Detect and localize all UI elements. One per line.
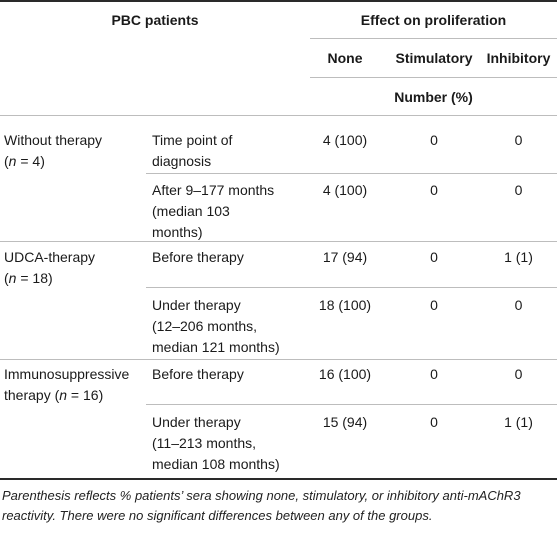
row-divider (0, 241, 557, 242)
cell-stimulatory: 0 (430, 132, 438, 148)
cell-inhibitory: 0 (514, 182, 523, 198)
header-bottom-rule (0, 115, 557, 116)
timepoint-label: Before therapy (152, 249, 244, 265)
cell-none: 18 (100) (318, 297, 372, 313)
header-pbc-patients: PBC patients (111, 12, 199, 28)
timepoint-label: Under therapy (12–206 months, median 121… (152, 297, 280, 355)
cell-none: 16 (100) (318, 366, 372, 382)
row-divider (146, 404, 557, 405)
cell-stimulatory: 0 (430, 249, 438, 265)
timepoint-label: Before therapy (152, 366, 244, 382)
cell-none: 15 (94) (322, 414, 368, 430)
cell-stimulatory: 0 (430, 414, 438, 430)
header-col-none: None (327, 50, 363, 66)
timepoint-label: Time point of diagnosis (152, 132, 233, 169)
header-effect-on-proliferation: Effect on proliferation (360, 12, 507, 28)
header-number-percent: Number (%) (394, 89, 473, 105)
cell-stimulatory: 0 (430, 182, 438, 198)
cell-inhibitory: 0 (514, 132, 523, 148)
cell-inhibitory: 1 (1) (504, 249, 533, 265)
cell-none: 4 (100) (322, 132, 368, 148)
group-label: UDCA-therapy (n = 18) (4, 249, 96, 286)
table-footnote: Parenthesis reflects % patients’ sera sh… (2, 488, 521, 523)
cell-stimulatory: 0 (430, 297, 438, 313)
row-divider (0, 359, 557, 360)
cell-inhibitory: 1 (1) (504, 414, 533, 430)
group-label: Immunosuppressive therapy (n = 16) (4, 366, 130, 403)
row-divider (146, 287, 557, 288)
table-top-rule (0, 0, 557, 2)
cell-none: 17 (94) (322, 249, 368, 265)
header-effect-underline (310, 38, 557, 39)
header-cols-underline (310, 77, 557, 78)
header-col-inhibitory: Inhibitory (486, 50, 551, 66)
cell-none: 4 (100) (322, 182, 368, 198)
timepoint-label: Under therapy (11–213 months, median 108… (152, 414, 280, 472)
timepoint-label: After 9–177 months (median 103 months) (152, 182, 275, 240)
cell-inhibitory: 0 (514, 297, 523, 313)
cell-stimulatory: 0 (430, 366, 438, 382)
table-bottom-rule (0, 478, 557, 480)
group-label: Without therapy (n = 4) (4, 132, 103, 169)
cell-inhibitory: 0 (514, 366, 523, 382)
row-divider (146, 173, 557, 174)
header-col-stimulatory: Stimulatory (395, 50, 473, 66)
